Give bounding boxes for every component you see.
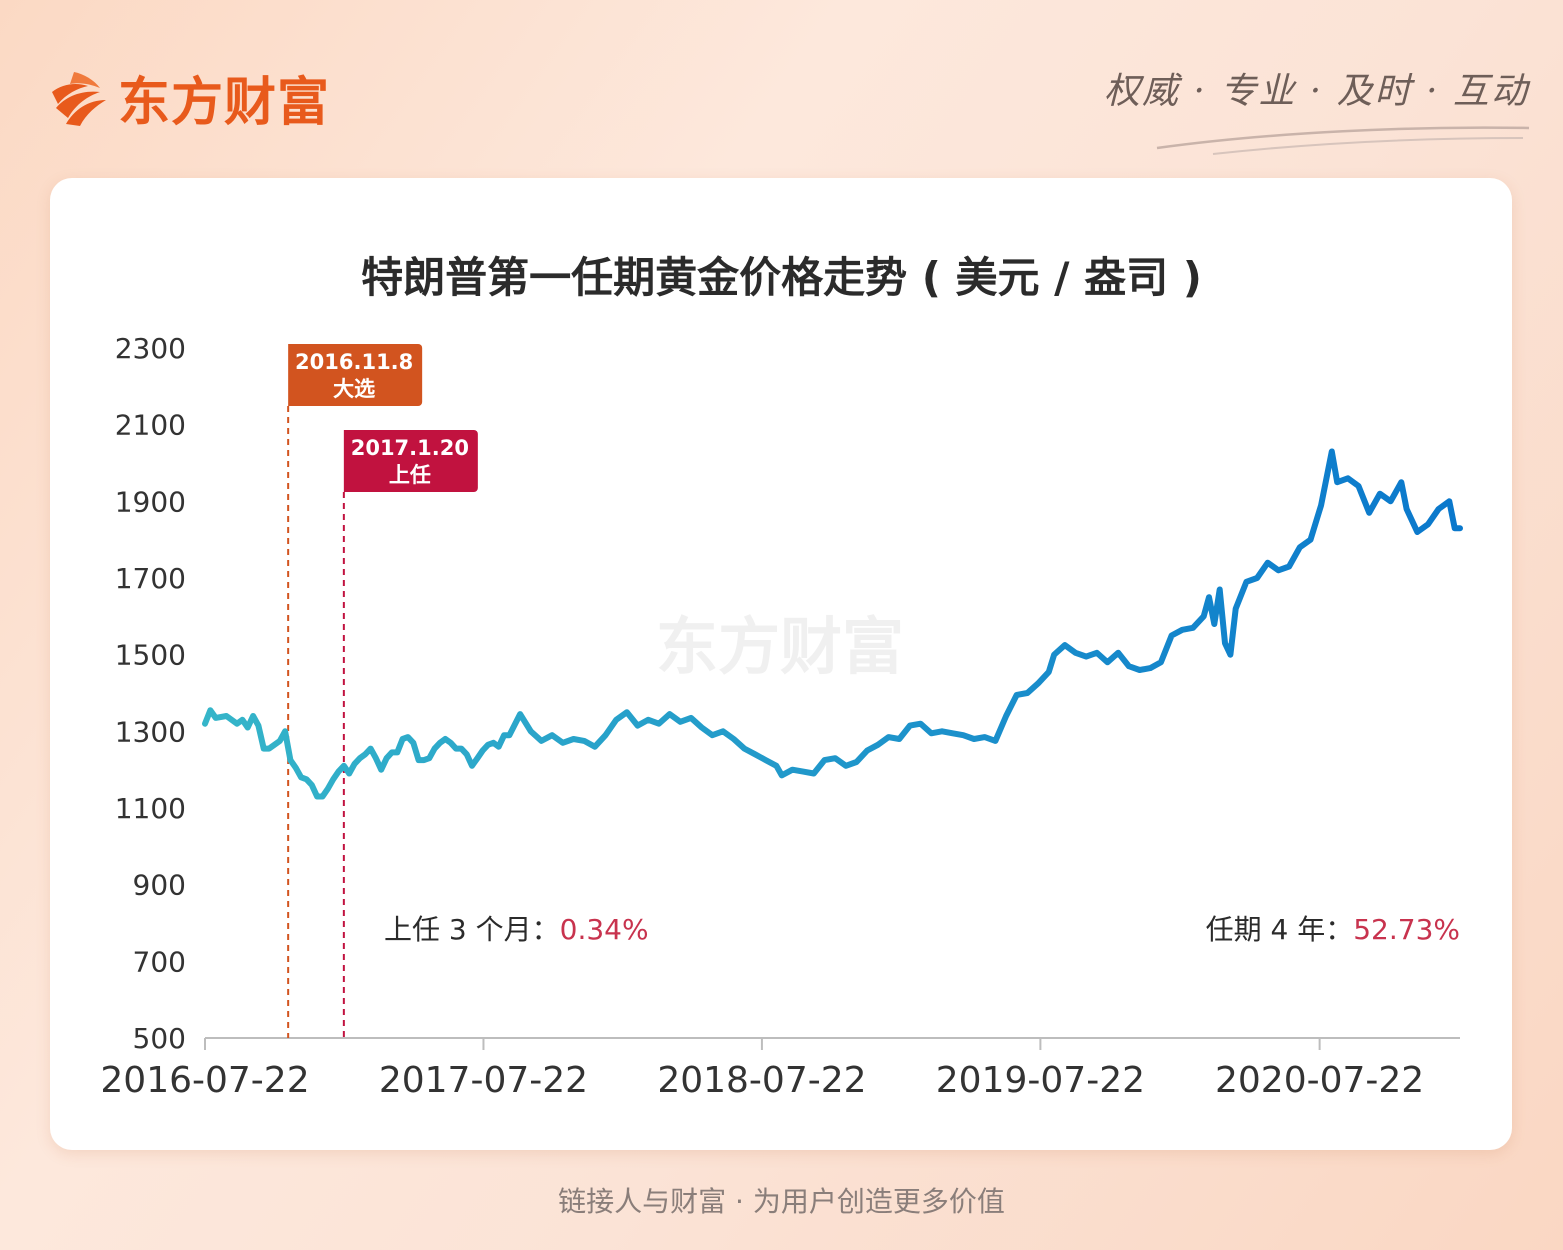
event-sublabel: 大选 [333, 377, 375, 401]
x-tick-label: 2016-07-22 [100, 1060, 309, 1101]
y-tick-label: 2300 [115, 332, 186, 365]
x-tick-label: 2020-07-22 [1215, 1060, 1424, 1101]
x-tick-label: 2019-07-22 [936, 1060, 1145, 1101]
event-flag [343, 430, 478, 492]
y-tick-label: 1500 [115, 639, 186, 672]
slogan-swoosh-decoration [1156, 126, 1530, 155]
y-tick-label: 2100 [115, 409, 186, 442]
slogan: 权威 · 专业 · 及时 · 互动 [1104, 71, 1529, 112]
brand-logo: 东方财富 [44, 62, 331, 133]
x-tick-label: 2018-07-22 [657, 1060, 866, 1101]
series-layer [202, 448, 1463, 800]
annotation-value: 0.34% [560, 913, 649, 946]
brand-name: 东方财富 [118, 72, 331, 133]
y-tick-label: 1100 [115, 792, 186, 825]
annotation-value: 52.73% [1353, 913, 1460, 946]
y-tick-label: 700 [133, 945, 186, 978]
flame-logo-icon [52, 72, 106, 126]
footer-tagline: 链接人与财富 · 为用户创造更多价值 [558, 1185, 1005, 1218]
chart-title: 特朗普第一任期黄金价格走势 ( 美元 / 盎司 ) [361, 253, 1202, 302]
event-date-label: 2017.1.20 [351, 436, 469, 460]
annotation-label: 上任 3 个月： [384, 913, 560, 946]
watermark-text: 东方财富 [656, 610, 904, 683]
annotation-3-month: 上任 3 个月：0.34% [384, 913, 649, 946]
gold-price-line [202, 448, 1463, 800]
annotation-4-year: 任期 4 年：52.73% [1206, 913, 1460, 946]
y-tick-label: 1900 [115, 485, 186, 518]
event-markers: 2016.11.8 大选 2017.1.20 上任 [287, 344, 478, 1038]
chart-axes: 2300 2100 1900 1700 1500 1300 1100 900 700 500 201… [100, 332, 1460, 1101]
y-tick-label: 1300 [115, 715, 186, 748]
x-tick-label: 2017-07-22 [379, 1060, 588, 1101]
event-flag [288, 344, 423, 406]
annotations: 上任 3 个月：0.34% 任期 4 年：52.73% [384, 913, 1460, 946]
y-tick-label: 1700 [115, 562, 186, 595]
event-date-label: 2016.11.8 [295, 350, 413, 374]
chart-card [50, 178, 1512, 1150]
event-sublabel: 上任 [389, 463, 431, 487]
y-tick-label: 500 [133, 1022, 186, 1055]
y-tick-label: 900 [133, 869, 186, 902]
annotation-label: 任期 4 年： [1206, 913, 1354, 946]
